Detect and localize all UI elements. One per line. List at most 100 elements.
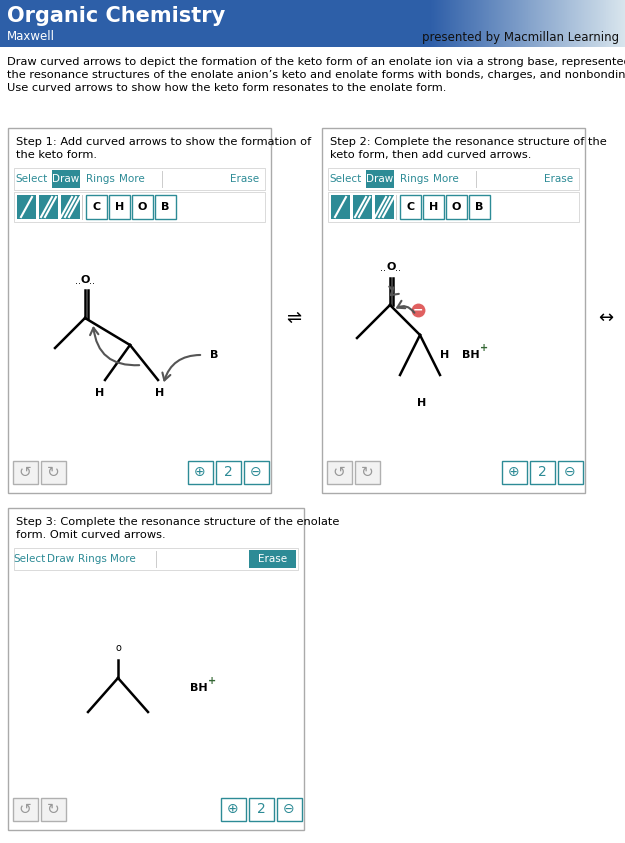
Text: Draw curved arrows to depict the formation of the keto form of an enolate ion vi: Draw curved arrows to depict the formati… (7, 57, 625, 67)
FancyBboxPatch shape (458, 0, 459, 47)
FancyBboxPatch shape (511, 0, 512, 47)
Text: H: H (115, 202, 124, 212)
Text: Step 3: Complete the resonance structure of the enolate: Step 3: Complete the resonance structure… (16, 517, 339, 527)
FancyBboxPatch shape (508, 0, 509, 47)
FancyBboxPatch shape (507, 0, 508, 47)
Text: ↺: ↺ (19, 464, 31, 480)
Text: Select: Select (16, 174, 48, 184)
FancyBboxPatch shape (583, 0, 584, 47)
Text: C: C (406, 202, 414, 212)
FancyBboxPatch shape (488, 0, 489, 47)
Text: 2: 2 (224, 465, 232, 479)
FancyBboxPatch shape (447, 0, 448, 47)
Text: Erase: Erase (230, 174, 259, 184)
FancyArrowPatch shape (389, 287, 399, 295)
FancyBboxPatch shape (585, 0, 586, 47)
FancyBboxPatch shape (557, 0, 558, 47)
FancyBboxPatch shape (512, 0, 513, 47)
Text: Draw: Draw (366, 174, 394, 184)
Text: Select: Select (14, 554, 46, 564)
FancyBboxPatch shape (604, 0, 606, 47)
FancyBboxPatch shape (423, 195, 444, 219)
FancyBboxPatch shape (431, 0, 432, 47)
FancyBboxPatch shape (544, 0, 545, 47)
FancyBboxPatch shape (470, 0, 471, 47)
FancyBboxPatch shape (498, 0, 499, 47)
FancyBboxPatch shape (366, 170, 394, 188)
Text: ⊕: ⊕ (508, 465, 520, 479)
FancyBboxPatch shape (491, 0, 492, 47)
FancyBboxPatch shape (547, 0, 548, 47)
FancyBboxPatch shape (578, 0, 579, 47)
FancyBboxPatch shape (562, 0, 564, 47)
FancyBboxPatch shape (538, 0, 539, 47)
Text: More: More (433, 174, 459, 184)
FancyBboxPatch shape (552, 0, 553, 47)
FancyBboxPatch shape (41, 798, 66, 821)
FancyBboxPatch shape (479, 0, 480, 47)
FancyBboxPatch shape (608, 0, 609, 47)
FancyBboxPatch shape (564, 0, 566, 47)
FancyBboxPatch shape (478, 0, 479, 47)
FancyBboxPatch shape (571, 0, 572, 47)
FancyBboxPatch shape (516, 0, 517, 47)
FancyBboxPatch shape (8, 128, 271, 493)
FancyBboxPatch shape (609, 0, 611, 47)
FancyBboxPatch shape (469, 195, 490, 219)
FancyBboxPatch shape (188, 461, 213, 484)
FancyBboxPatch shape (535, 0, 536, 47)
FancyBboxPatch shape (614, 0, 615, 47)
FancyBboxPatch shape (506, 0, 507, 47)
Text: Step 2: Complete the resonance structure of the: Step 2: Complete the resonance structure… (330, 137, 607, 147)
FancyBboxPatch shape (532, 0, 533, 47)
FancyBboxPatch shape (503, 0, 504, 47)
FancyBboxPatch shape (556, 0, 557, 47)
FancyBboxPatch shape (580, 0, 581, 47)
FancyBboxPatch shape (446, 0, 447, 47)
FancyBboxPatch shape (375, 195, 394, 219)
FancyBboxPatch shape (595, 0, 596, 47)
FancyBboxPatch shape (541, 0, 542, 47)
FancyBboxPatch shape (132, 195, 153, 219)
FancyBboxPatch shape (545, 0, 546, 47)
Text: O: O (386, 262, 396, 272)
Text: form. Omit curved arrows.: form. Omit curved arrows. (16, 530, 166, 540)
FancyBboxPatch shape (581, 0, 582, 47)
FancyBboxPatch shape (592, 0, 593, 47)
FancyBboxPatch shape (355, 461, 380, 484)
FancyBboxPatch shape (505, 0, 506, 47)
FancyBboxPatch shape (619, 0, 620, 47)
FancyBboxPatch shape (480, 0, 481, 47)
FancyBboxPatch shape (543, 0, 544, 47)
FancyBboxPatch shape (430, 0, 431, 47)
Text: H: H (96, 388, 104, 398)
FancyBboxPatch shape (327, 461, 352, 484)
FancyBboxPatch shape (621, 0, 622, 47)
FancyBboxPatch shape (510, 0, 511, 47)
FancyBboxPatch shape (596, 0, 597, 47)
FancyBboxPatch shape (0, 0, 430, 47)
FancyBboxPatch shape (588, 0, 589, 47)
FancyBboxPatch shape (529, 0, 531, 47)
Text: Maxwell: Maxwell (7, 30, 55, 42)
FancyBboxPatch shape (569, 0, 571, 47)
FancyBboxPatch shape (432, 0, 433, 47)
FancyBboxPatch shape (551, 0, 552, 47)
FancyBboxPatch shape (459, 0, 460, 47)
FancyBboxPatch shape (433, 0, 434, 47)
FancyBboxPatch shape (472, 0, 473, 47)
FancyBboxPatch shape (437, 0, 438, 47)
FancyBboxPatch shape (542, 0, 543, 47)
FancyBboxPatch shape (476, 0, 477, 47)
FancyBboxPatch shape (584, 0, 585, 47)
FancyBboxPatch shape (474, 0, 475, 47)
FancyBboxPatch shape (613, 0, 614, 47)
FancyBboxPatch shape (464, 0, 465, 47)
FancyBboxPatch shape (436, 0, 437, 47)
FancyBboxPatch shape (573, 0, 574, 47)
Text: C: C (92, 202, 101, 212)
FancyArrowPatch shape (90, 328, 139, 365)
FancyBboxPatch shape (475, 0, 476, 47)
FancyBboxPatch shape (553, 0, 554, 47)
Text: O: O (138, 202, 148, 212)
